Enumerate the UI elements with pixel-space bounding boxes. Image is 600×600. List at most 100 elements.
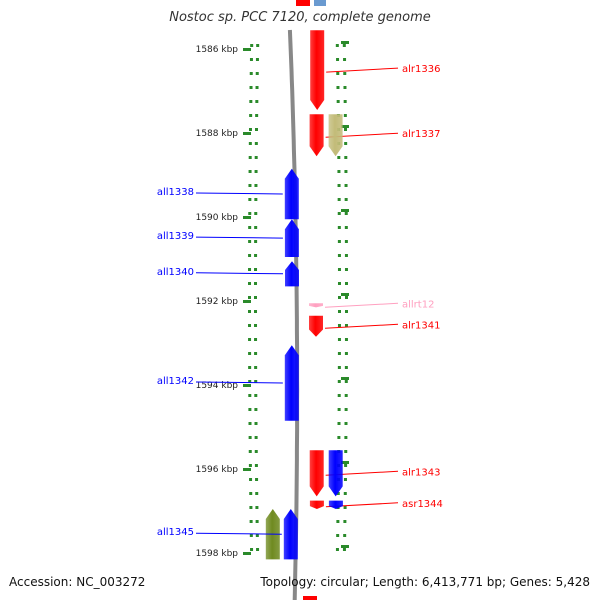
tick-mark xyxy=(254,198,258,201)
scale-label: 1594 kbp xyxy=(196,381,239,391)
gene-label-allrt12[interactable]: allrt12 xyxy=(402,299,434,310)
tick-mark xyxy=(255,58,259,61)
tick-mark xyxy=(249,478,253,481)
tick-mark xyxy=(344,142,348,145)
gene-arrow-all1342[interactable] xyxy=(284,345,299,421)
tick-mark xyxy=(337,296,341,299)
tick-mark xyxy=(254,142,258,145)
tick-mark xyxy=(254,408,258,411)
tick-mark xyxy=(248,296,252,299)
tick-mark xyxy=(255,506,259,509)
tick-mark xyxy=(248,212,252,215)
tick-mark xyxy=(343,520,347,523)
gene-arrow-alr1341[interactable] xyxy=(309,315,323,337)
tick-mark xyxy=(256,44,260,47)
tick-mark xyxy=(255,100,259,103)
tick-mark xyxy=(337,226,341,229)
tick-mark xyxy=(344,408,348,411)
tick-mark xyxy=(337,268,341,271)
tick-mark xyxy=(248,170,252,173)
tick-mark xyxy=(344,380,348,383)
gene-arrow-alr1337[interactable] xyxy=(309,114,324,157)
tick-mark xyxy=(344,296,348,299)
gene-arrow-unlabeled[interactable] xyxy=(328,450,343,497)
gene-leader-all1340 xyxy=(195,272,283,275)
tick-mark xyxy=(344,338,348,341)
gene-arrow-unlabeled[interactable] xyxy=(328,114,343,157)
gene-label-all1338[interactable]: all1338 xyxy=(157,187,194,198)
gene-label-asr1344[interactable]: asr1344 xyxy=(402,499,443,510)
tick-mark xyxy=(344,352,348,355)
gene-label-all1339[interactable]: all1339 xyxy=(157,231,194,242)
tick-mark xyxy=(337,156,341,159)
gene-label-all1342[interactable]: all1342 xyxy=(157,376,194,387)
gene-leader-all1342 xyxy=(195,381,283,384)
tick-mark xyxy=(250,548,254,551)
tick-mark xyxy=(248,464,252,467)
tick-mark xyxy=(255,534,259,537)
tick-mark xyxy=(337,366,341,369)
tick-mark xyxy=(336,534,340,537)
tick-mark xyxy=(256,548,260,551)
continuation-stub-top-blue xyxy=(314,0,326,6)
gene-arrow-all1345[interactable] xyxy=(283,509,298,560)
tick-mark xyxy=(254,254,258,257)
tick-mark xyxy=(337,282,341,285)
tick-mark xyxy=(335,44,339,47)
tick-mark xyxy=(248,254,252,257)
tick-mark xyxy=(337,394,341,397)
scale-major-tick-right xyxy=(341,209,349,212)
gene-arrow-alr1343[interactable] xyxy=(309,450,324,497)
tick-mark xyxy=(337,170,341,173)
tick-mark xyxy=(254,380,258,383)
tick-mark xyxy=(248,268,252,271)
tick-mark xyxy=(254,338,258,341)
tick-mark xyxy=(248,156,252,159)
tick-mark xyxy=(342,548,346,551)
tick-mark xyxy=(344,128,348,131)
gene-label-alr1341[interactable]: alr1341 xyxy=(402,320,440,331)
gene-arrow-asr1344[interactable] xyxy=(309,500,324,509)
gene-arrow-allrt12[interactable] xyxy=(309,303,323,308)
scale-major-tick xyxy=(243,216,251,219)
tick-mark xyxy=(255,520,259,523)
tick-mark xyxy=(248,338,252,341)
gene-arrow-all1339[interactable] xyxy=(284,219,299,257)
tick-mark xyxy=(254,240,258,243)
tick-mark xyxy=(248,380,252,383)
tick-mark xyxy=(337,436,341,439)
scale-label: 1588 kbp xyxy=(196,129,239,139)
tick-mark xyxy=(337,212,341,215)
tick-mark xyxy=(254,310,258,313)
gene-arrow-alr1336[interactable] xyxy=(310,30,325,111)
tick-mark xyxy=(344,268,348,271)
tick-mark xyxy=(254,184,258,187)
tick-mark xyxy=(343,86,347,89)
gene-arrow-all1338[interactable] xyxy=(284,168,299,220)
tick-mark xyxy=(343,100,347,103)
gene-label-alr1336[interactable]: alr1336 xyxy=(402,64,440,75)
genome-backbone xyxy=(287,29,300,600)
gene-label-alr1337[interactable]: alr1337 xyxy=(402,129,440,140)
tick-mark xyxy=(249,86,253,89)
tick-mark xyxy=(344,324,348,327)
tick-mark xyxy=(248,128,252,131)
scale-major-tick-right xyxy=(341,41,349,44)
tick-mark xyxy=(343,72,347,75)
tick-column-outer-left xyxy=(248,44,254,551)
gene-arrow-all1340[interactable] xyxy=(285,261,299,287)
tick-mark xyxy=(249,520,253,523)
tick-mark xyxy=(343,58,347,61)
tick-mark xyxy=(344,240,348,243)
tick-mark xyxy=(254,464,258,467)
tick-mark xyxy=(254,282,258,285)
tick-mark xyxy=(249,58,253,61)
gene-label-alr1343[interactable]: alr1343 xyxy=(402,467,440,478)
scale-major-tick-right xyxy=(341,461,349,464)
gene-label-all1345[interactable]: all1345 xyxy=(157,527,194,538)
gene-arrow-unlabeled[interactable] xyxy=(328,500,343,509)
tick-mark xyxy=(343,534,347,537)
tick-mark xyxy=(249,534,253,537)
gene-label-all1340[interactable]: all1340 xyxy=(157,267,194,278)
